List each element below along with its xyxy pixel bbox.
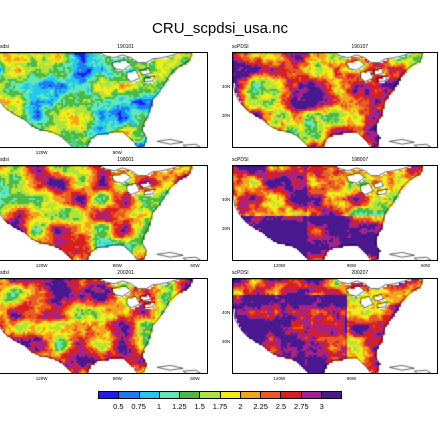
panel-date-label: 198007 — [351, 157, 369, 163]
map-x-tick-label: 120W — [35, 150, 48, 155]
figure-title: CRU_scpdsi_usa.nc — [152, 20, 288, 37]
colorbar-swatch — [261, 392, 282, 398]
panel-date-label: 200201 — [117, 270, 134, 276]
colorbar-label: 0.75 — [131, 402, 146, 411]
map-x-tick-label: 120W — [273, 263, 286, 268]
map-y-tick-label: 30N — [222, 113, 231, 119]
map-panel: scPDSI 200207 120W 90W 40N 30N — [222, 271, 438, 386]
map-frame — [0, 52, 208, 148]
panel-variable-label: scPDSI — [232, 44, 249, 50]
map-frame — [232, 165, 438, 261]
colorbar-label: 1.75 — [212, 402, 228, 411]
panel-date-label: 198001 — [117, 157, 134, 163]
map-x-tick-label: 90W — [346, 376, 357, 381]
map-y-tick-label: 30N — [222, 339, 231, 345]
pdsi-map-canvas — [0, 166, 207, 260]
colorbar-label: 2 — [238, 402, 243, 411]
colorbar-label: 3 — [319, 402, 324, 411]
map-panel: sdsi 190101 120W 90W — [0, 45, 208, 160]
colorbar — [98, 391, 342, 399]
pdsi-map-canvas — [0, 53, 207, 147]
map-x-tick-label: 120W — [35, 376, 48, 381]
map-y-tick-label: 40N — [222, 83, 231, 89]
panel-variable-label: sdsi — [0, 44, 9, 50]
map-frame — [232, 52, 438, 148]
map-panel: sdsi 200201 120W 90W 60W — [0, 271, 208, 386]
colorbar-swatch — [119, 392, 140, 398]
colorbar-swatch — [200, 392, 221, 398]
map-y-tick-label: 40N — [222, 309, 231, 315]
map-panel: sdsi 198001 120W 90W 60W — [0, 158, 208, 273]
map-x-tick-label: 60W — [190, 263, 200, 268]
map-y-tick-label: 40N — [222, 196, 231, 202]
map-x-tick-label: 90W — [112, 376, 122, 381]
colorbar-swatch — [99, 392, 120, 398]
panel-date-label: 200207 — [351, 270, 369, 276]
map-x-tick-label: 120W — [273, 376, 286, 381]
map-panel: scPDSI 190107 40N 30N — [222, 45, 438, 160]
colorbar-swatch — [240, 392, 261, 398]
map-x-tick-label: 90W — [346, 263, 357, 268]
colorbar-swatch — [301, 392, 322, 398]
colorbar-swatch — [139, 392, 160, 398]
colorbar-swatch — [220, 392, 241, 398]
panel-date-label: 190101 — [117, 44, 134, 50]
pdsi-map-canvas — [233, 53, 437, 147]
pdsi-map-canvas — [233, 166, 437, 260]
map-x-tick-label: 60W — [420, 263, 431, 268]
map-x-tick-label: 90W — [112, 263, 122, 268]
map-y-tick-label: 30N — [222, 226, 231, 232]
pdsi-map-canvas — [0, 279, 207, 373]
panel-variable-label: sdsi — [0, 270, 9, 276]
colorbar-swatch — [159, 392, 180, 398]
map-x-tick-label: 90W — [112, 150, 122, 155]
colorbar-label: 2.75 — [294, 402, 309, 411]
panel-date-label: 190107 — [351, 44, 369, 50]
colorbar-label: 2.5 — [275, 402, 287, 411]
colorbar-swatch — [281, 392, 302, 398]
panel-variable-label: scPDSI — [232, 270, 249, 276]
colorbar-labels: 0.5 0.75 1 1.25 1.5 1.75 2 2.25 2.5 2.75 3 — [98, 402, 342, 412]
colorbar-label: 0.5 — [113, 402, 124, 411]
colorbar-label: 1.5 — [194, 402, 205, 411]
map-frame — [232, 278, 438, 374]
map-frame — [0, 165, 208, 261]
panel-variable-label: sdsi — [0, 157, 9, 163]
map-x-tick-label: 120W — [35, 263, 48, 268]
map-x-tick-label: 60W — [190, 376, 200, 381]
colorbar-label: 2.25 — [253, 402, 268, 411]
map-panel: scPDSI 198007 120W 90W 60W 40N 30N — [222, 158, 438, 273]
colorbar-swatch — [180, 392, 201, 398]
panel-variable-label: scPDSI — [232, 157, 249, 163]
colorbar-label: 1.25 — [172, 402, 187, 411]
colorbar-label: 1 — [156, 402, 162, 411]
colorbar-swatch — [321, 392, 341, 398]
pdsi-map-canvas — [233, 279, 437, 373]
map-frame — [0, 278, 208, 374]
